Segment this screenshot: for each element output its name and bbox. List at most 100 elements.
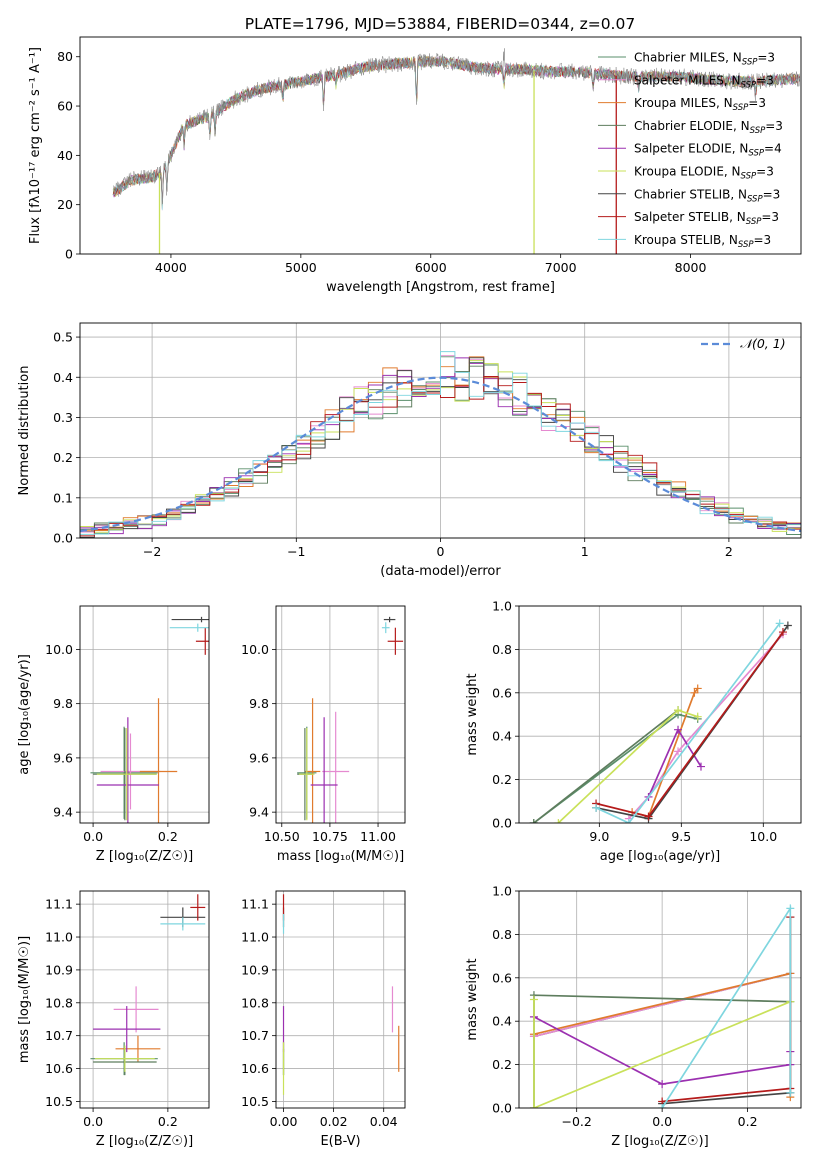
y-tick-label: 0.6	[492, 970, 512, 985]
y-tick-label: 11.1	[45, 897, 73, 912]
series-marker-kroupa-elodie	[674, 706, 683, 715]
legend-label-normal: 𝒩(0, 1)	[740, 336, 786, 351]
plot-area	[529, 619, 792, 823]
axes-frame	[518, 890, 802, 1109]
y-tick-label: 10.0	[241, 642, 269, 657]
y-tick-label: 0.0	[492, 1101, 512, 1116]
x-tick-label: 0.0	[83, 829, 103, 844]
series-line-kroupa-elodie	[533, 999, 791, 1108]
spectrum-line-data	[112, 48, 800, 204]
legend: Chabrier MILES, NSSP=3 Salpeter MILES, NS…	[598, 51, 783, 250]
series-marker-kroupa-stelib	[658, 1104, 667, 1108]
x-tick-label: 0.02	[320, 1114, 348, 1129]
series-marker-kroupa-stelib	[786, 1088, 795, 1097]
legend: 𝒩(0, 1)	[701, 336, 786, 351]
x-tick-label: 10.75	[312, 829, 348, 844]
series-marker-salpeter-elodie	[696, 762, 705, 771]
series-line-kroupa-stelib	[661, 905, 792, 1108]
x-tick-label: −2	[143, 544, 161, 559]
y-axis-label: mass [log₁₀(M/M☉)]	[17, 936, 32, 1063]
series-line-kroupa-stelib	[595, 622, 781, 823]
x-axis-label: mass [log₁₀(M/M☉)]	[277, 849, 404, 864]
y-tick-label: 0.8	[492, 927, 512, 942]
x-axis-label: age [log₁₀(age/yr)]	[600, 849, 721, 864]
legend-label-chabrier-stelib: Chabrier STELIB, NSSP=3	[634, 187, 780, 204]
y-tick-label: 0.4	[53, 370, 73, 385]
legend-label-salpeter-stelib: Salpeter STELIB, NSSP=3	[634, 210, 779, 227]
x-tick-label: 11.00	[360, 829, 396, 844]
x-axis-label: Z [log₁₀(Z/Z☉)]	[611, 1134, 708, 1149]
y-tick-label: 1.0	[492, 884, 512, 899]
y-tick-label: 0.8	[492, 642, 512, 657]
plot-area	[529, 904, 795, 1108]
y-tick-label: 0.4	[492, 729, 512, 744]
y-tick-label: 0.0	[492, 816, 512, 831]
axes-frame	[275, 605, 406, 824]
y-tick-label: 9.6	[53, 750, 73, 765]
histogram-kroupa-stelib	[80, 351, 801, 538]
y-tick-label: 10.7	[241, 1028, 269, 1043]
y-axis-label: mass weight	[465, 958, 480, 1040]
axes-frame	[275, 890, 406, 1109]
x-tick-label: 2	[725, 544, 733, 559]
series-line-chabrier-stelib	[595, 625, 789, 820]
y-tick-label: 80	[57, 49, 73, 64]
y-tick-label: 9.6	[249, 750, 269, 765]
series-marker-salpeter-miles	[674, 747, 683, 756]
y-tick-label: 0.5	[53, 330, 73, 345]
y-tick-label: 10.5	[45, 1094, 73, 1109]
x-tick-label: 0.00	[270, 1114, 298, 1129]
histogram-chabrier-elodie	[80, 365, 801, 531]
series-marker-salpeter-elodie	[674, 725, 683, 734]
plot-area	[297, 616, 404, 823]
y-tick-label: 10.5	[241, 1094, 269, 1109]
y-tick-label: 10.6	[45, 1061, 73, 1076]
y-tick-label: 0.0	[53, 531, 73, 546]
series-marker-kroupa-miles	[693, 684, 702, 693]
normal-curve	[80, 376, 801, 533]
y-tick-label: 10.7	[45, 1028, 73, 1043]
series-marker-kroupa-stelib	[786, 904, 795, 913]
x-tick-label: −0.2	[562, 1114, 592, 1129]
series-marker-chabrier-stelib	[783, 621, 792, 630]
y-tick-label: 9.8	[249, 696, 269, 711]
y-tick-label: 60	[57, 99, 73, 114]
x-tick-label: 0.2	[738, 1114, 758, 1129]
y-tick-label: 11.0	[241, 930, 269, 945]
panels: 4000 5000 6000 7000 8000020406080wavelength …	[17, 36, 802, 1149]
y-tick-label: 9.4	[53, 805, 73, 820]
axes-frame	[79, 322, 802, 539]
x-tick-label: −1	[287, 544, 305, 559]
y-tick-label: 0.4	[492, 1014, 512, 1029]
figure-title: PLATE=1796, MJD=53884, FIBERID=0344, z=0…	[245, 15, 635, 33]
x-tick-label: 7000	[545, 260, 577, 275]
x-axis-label: Z [log₁₀(Z/Z☉)]	[96, 849, 193, 864]
x-tick-label: 0.2	[158, 829, 178, 844]
y-tick-label: 10.6	[241, 1061, 269, 1076]
panel-age_vs_mass: 10.50 10.75 11.00 9.4 9.6 9.8 10.0 mass [log₁₀(…	[241, 605, 406, 864]
y-tick-label: 0	[65, 247, 73, 262]
y-tick-label: 40	[57, 148, 73, 163]
legend-label-kroupa-elodie: Kroupa ELODIE, NSSP=3	[634, 165, 774, 182]
y-tick-label: 11.0	[45, 930, 73, 945]
series-line-chabrier-elodie	[533, 709, 679, 823]
x-tick-label: 0.0	[83, 1114, 103, 1129]
plot-area	[90, 616, 209, 823]
legend-label-chabrier-miles: Chabrier MILES, NSSP=3	[634, 51, 775, 68]
y-axis-label: Flux [fλ10⁻¹⁷ erg cm⁻² s⁻¹ A⁻¹]	[28, 47, 43, 244]
y-tick-label: 0.2	[492, 1057, 512, 1072]
x-tick-label: 1	[581, 544, 589, 559]
legend-label-kroupa-stelib: Kroupa STELIB, NSSP=3	[634, 233, 771, 250]
panel-mass_weight_vs_Z: −0.2 0.0 0.2 0.0 0.2 0.4 0.6 0.8 1.0 Z [log₁₀(Z/Z…	[465, 884, 802, 1149]
series-marker-salpeter-elodie	[658, 1080, 667, 1089]
y-tick-label: 11.1	[241, 897, 269, 912]
x-axis-label: Z [log₁₀(Z/Z☉)]	[96, 1134, 193, 1149]
y-tick-label: 0.2	[492, 772, 512, 787]
plot-area	[112, 48, 800, 254]
y-tick-label: 0.3	[53, 410, 73, 425]
panel-mass_vs_ebv: 0.00 0.02 0.04 10.5 10.6 10.7 10.8 10.9 11.0 11.1…	[241, 890, 406, 1149]
y-tick-label: 10.8	[241, 995, 269, 1010]
series-marker-kroupa-stelib	[624, 819, 633, 823]
y-tick-label: 10.8	[45, 995, 73, 1010]
